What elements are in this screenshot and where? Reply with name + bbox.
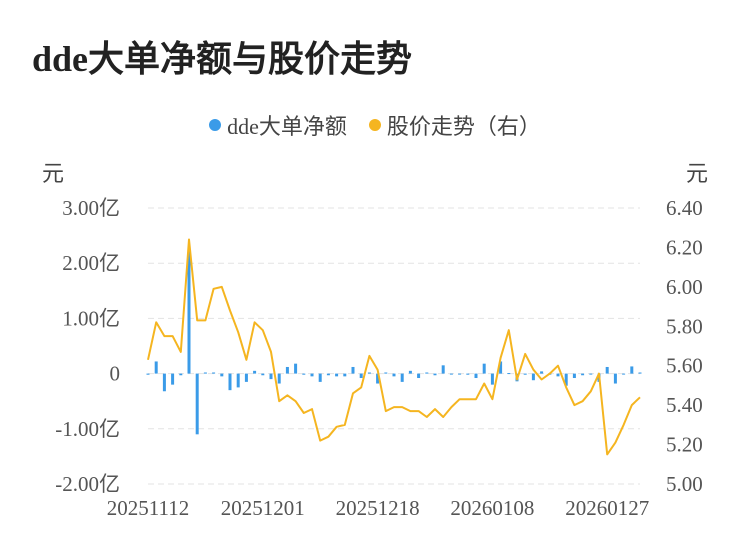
right-axis-unit: 元 (685, 161, 708, 186)
legend-dot-price (368, 119, 381, 131)
dde-bar (285, 366, 289, 374)
dde-bar (523, 373, 527, 375)
dde-bar (474, 373, 478, 379)
dde-bar (253, 370, 257, 374)
dde-bar (613, 373, 617, 384)
dde-bar (335, 373, 339, 377)
dde-bar (302, 373, 306, 375)
dde-bar (392, 373, 396, 377)
x-tick-label: 20251218 (336, 496, 420, 520)
dde-bar (564, 373, 568, 386)
dde-bar (622, 373, 626, 375)
dde-bar (261, 373, 265, 376)
dde-bar (310, 373, 314, 377)
x-tick-label: 20251201 (221, 496, 305, 520)
dde-bar (556, 373, 560, 377)
right-tick-label: 6.00 (666, 275, 703, 299)
left-tick-label: 3.00亿 (62, 196, 120, 220)
dde-bar (203, 372, 207, 374)
dde-bar (589, 373, 593, 375)
dde-bar (162, 373, 166, 392)
left-tick-label: -2.00亿 (55, 472, 120, 496)
chart-title: dde大单净额与股价走势 (32, 39, 413, 79)
dde-bar (417, 373, 421, 379)
dde-bar (425, 372, 429, 374)
left-tick-label: 2.00亿 (62, 251, 120, 275)
dde-bar (507, 373, 511, 375)
dde-bar (540, 371, 544, 374)
dde-bar (220, 373, 224, 377)
right-tick-label: 5.40 (666, 393, 703, 417)
dde-bar (294, 363, 298, 374)
dde-bar (228, 373, 232, 391)
dde-bar (236, 373, 240, 388)
legend: dde大单净额 股价走势（右） (0, 110, 750, 140)
left-tick-label: -1.00亿 (55, 417, 120, 441)
right-tick-label: 6.40 (666, 196, 703, 220)
dde-bar (277, 373, 281, 384)
dde-bar (154, 361, 158, 374)
dde-bar (630, 366, 634, 374)
dde-bar (466, 373, 470, 375)
dde-bar (212, 372, 216, 374)
dde-bar (244, 373, 248, 382)
right-tick-label: 5.00 (666, 472, 703, 496)
legend-label-dde: dde大单净额 (227, 114, 347, 139)
dde-bar (441, 365, 445, 374)
dde-bar (179, 373, 183, 376)
right-tick-label: 6.20 (666, 235, 703, 259)
dde-bar (326, 373, 330, 376)
dde-bar (499, 361, 503, 374)
dde-bar (359, 373, 363, 379)
x-tick-label: 20260108 (450, 496, 534, 520)
legend-dot-dde (209, 119, 222, 131)
legend-item-price[interactable]: 股价走势（右） (368, 109, 541, 141)
legend-item-dde[interactable]: dde大单净额 (209, 109, 347, 141)
dde-bar (581, 373, 585, 376)
dde-bar (146, 373, 150, 375)
dde-bar (187, 246, 191, 374)
right-tick-label: 5.80 (666, 314, 703, 338)
price-line (147, 238, 641, 456)
right-tick-label: 5.20 (666, 433, 703, 457)
dde-bar (384, 372, 388, 374)
x-tick-label: 20260127 (565, 496, 649, 520)
dde-bar (269, 373, 273, 380)
dde-bar (367, 372, 371, 374)
dde-bar (531, 373, 535, 381)
dde-bar (195, 373, 199, 435)
dde-bar (482, 363, 486, 374)
dde-bar (638, 372, 642, 374)
dde-bar (351, 366, 355, 374)
right-tick-label: 5.60 (666, 354, 703, 378)
left-axis-unit: 元 (42, 161, 65, 186)
dde-bar (400, 373, 404, 382)
dde-bar (408, 370, 412, 374)
left-tick-label: 1.00亿 (62, 306, 120, 330)
x-tick-label: 20251112 (107, 496, 189, 520)
left-tick-label: 0 (110, 362, 121, 386)
dde-bar (572, 373, 576, 379)
dde-bar (343, 373, 347, 377)
dde-bar (449, 373, 453, 375)
legend-label-price: 股价走势（右） (386, 114, 541, 139)
dde-bar (433, 373, 437, 376)
dde-bar (605, 366, 609, 374)
dde-bar (376, 373, 380, 384)
dde-bar (171, 373, 175, 385)
dde-bar (318, 373, 322, 382)
dde-bar (458, 373, 462, 375)
dde-bar (490, 373, 494, 385)
